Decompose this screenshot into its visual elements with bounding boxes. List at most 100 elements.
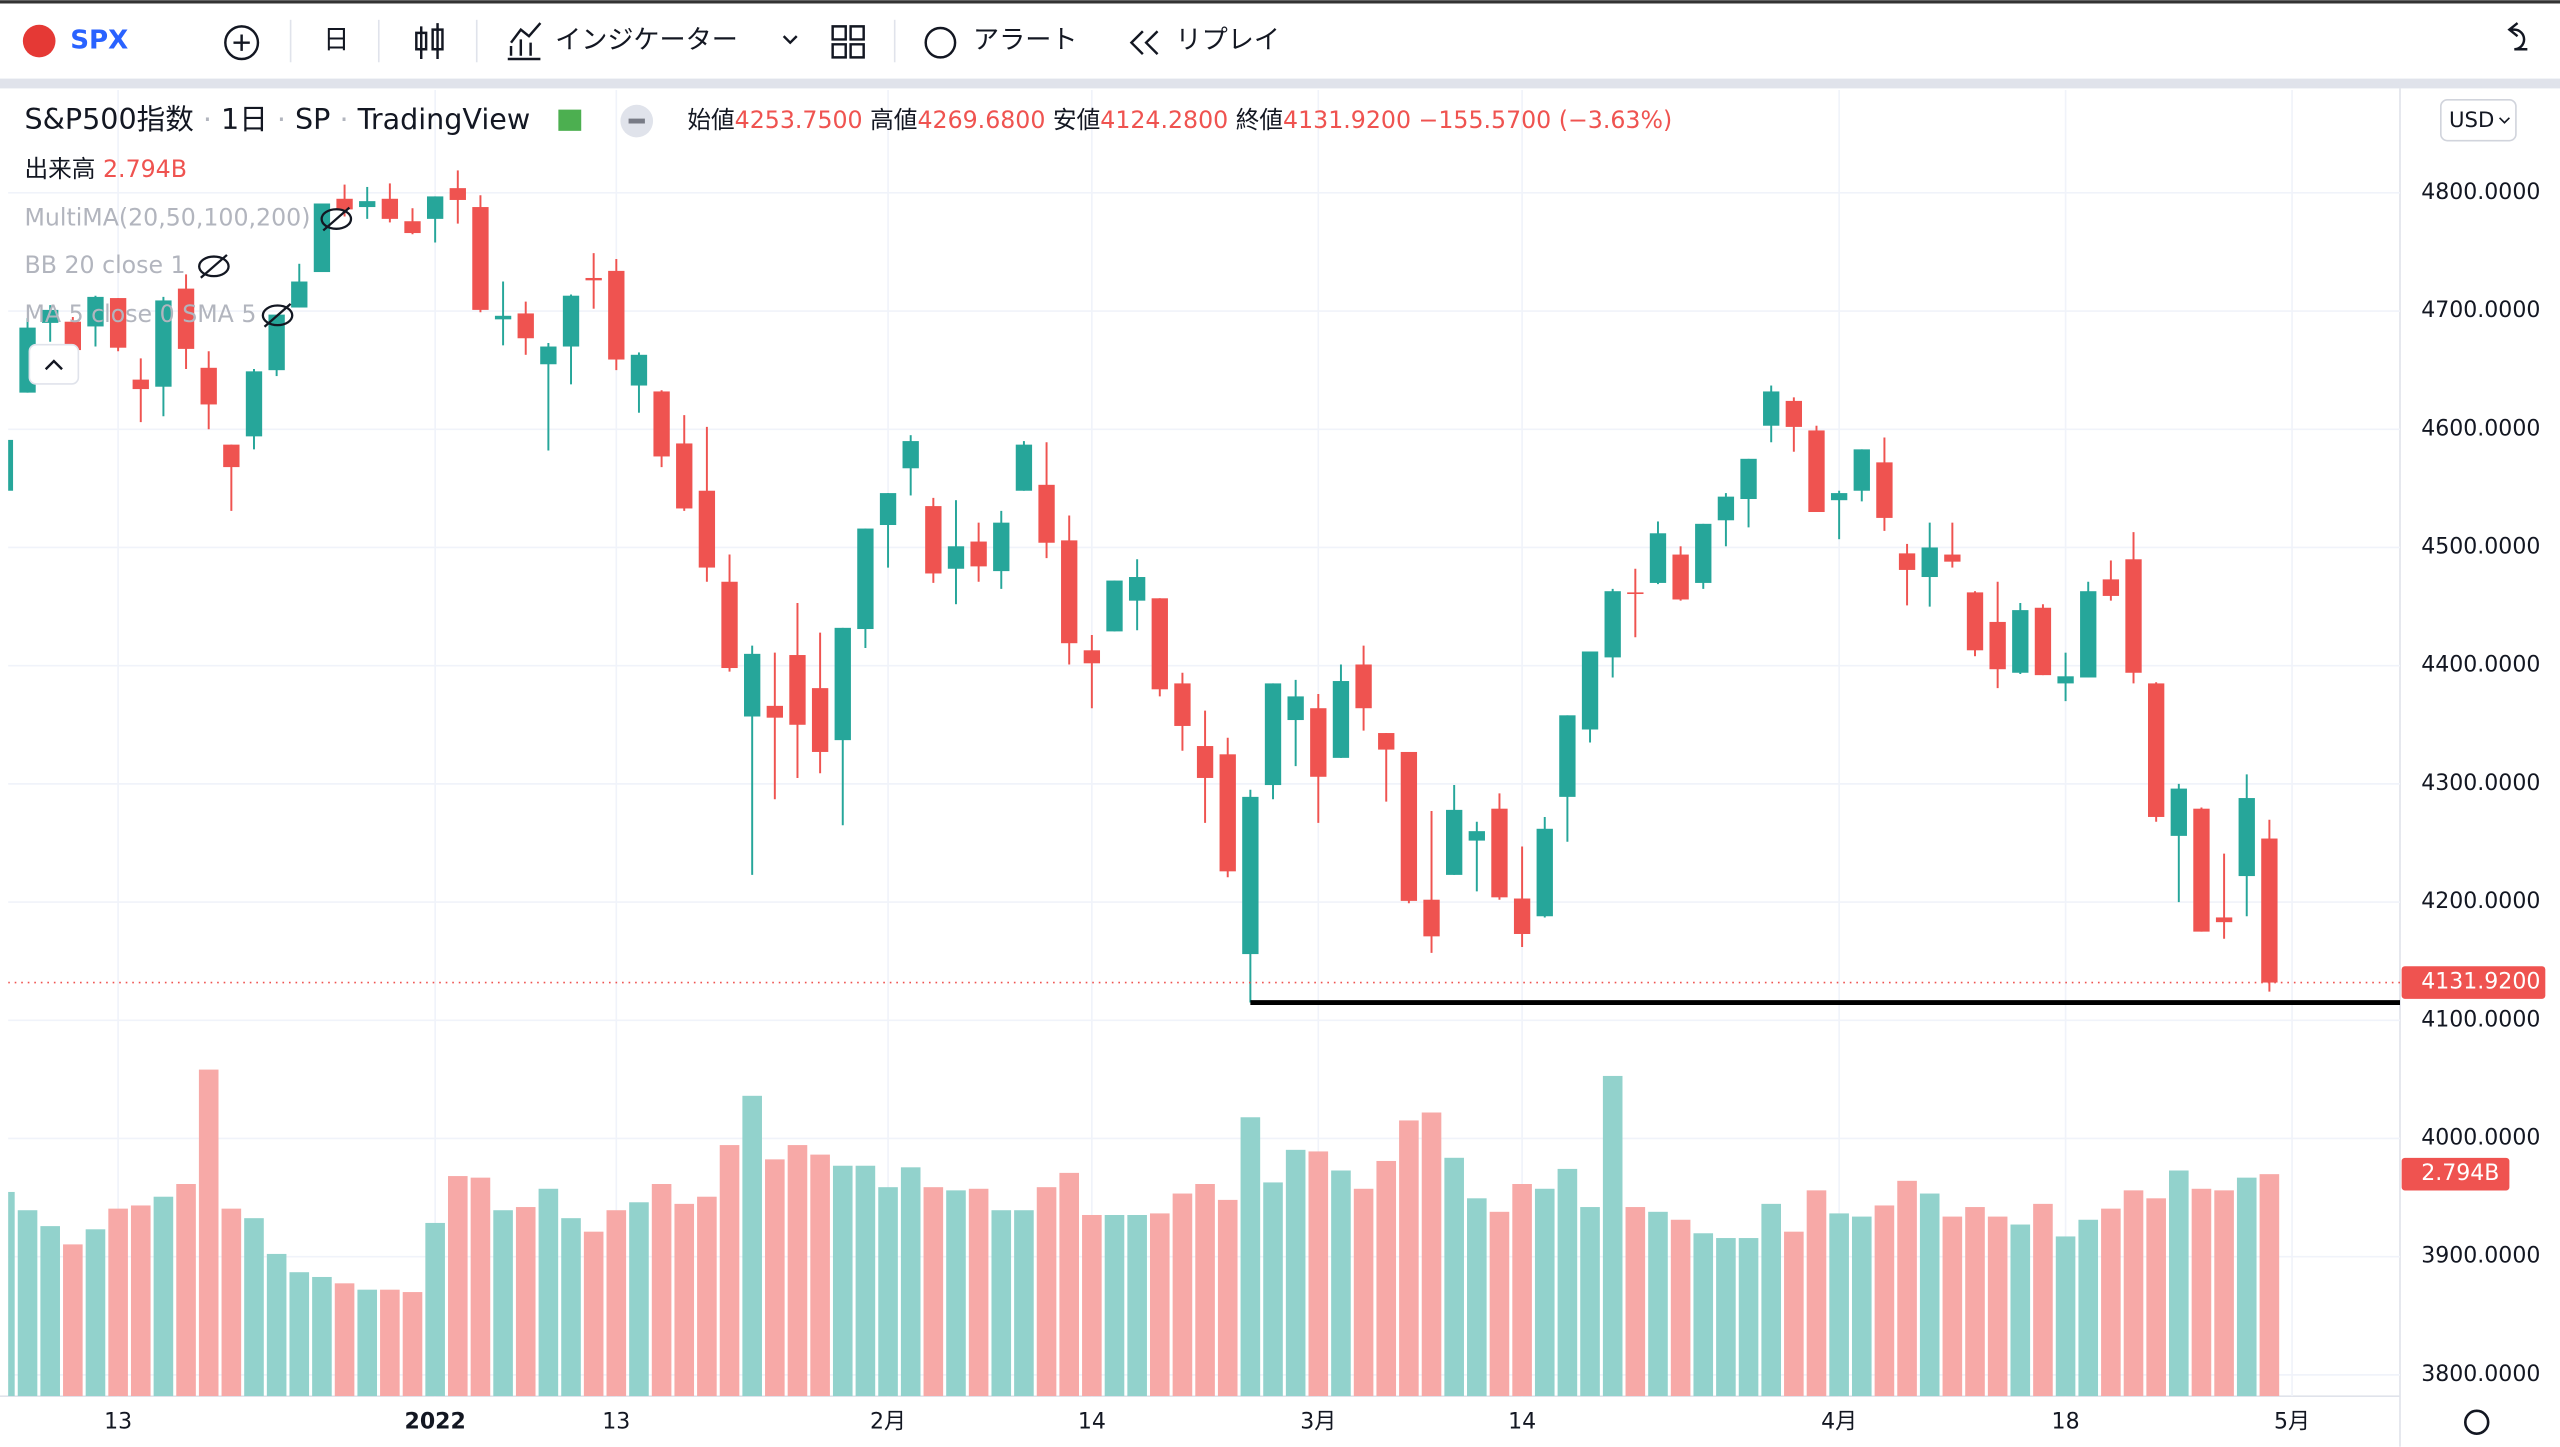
collapse-button[interactable] bbox=[28, 343, 80, 385]
candle-body bbox=[630, 354, 648, 386]
currency: USD bbox=[2449, 108, 2494, 133]
interval-button[interactable]: 日 bbox=[323, 26, 349, 56]
volume-bar bbox=[2078, 1219, 2099, 1397]
candle-body bbox=[562, 295, 580, 347]
volume-bar bbox=[108, 1208, 128, 1397]
chart-type-icon[interactable] bbox=[415, 23, 444, 60]
volume-bar bbox=[991, 1210, 1012, 1397]
candle-body bbox=[1763, 391, 1780, 426]
volume-tag-label: 2.794B bbox=[2421, 1161, 2499, 1186]
layout-icon[interactable] bbox=[831, 25, 865, 59]
y-tick-label: 3800.0000 bbox=[2421, 1362, 2540, 1387]
candle-body bbox=[947, 546, 965, 569]
volume-bar bbox=[266, 1253, 287, 1397]
candle-body bbox=[1695, 523, 1712, 583]
undo-icon[interactable] bbox=[2507, 22, 2528, 51]
ma-legend: MultiMA(20,50,100,200) bbox=[24, 204, 310, 232]
indicators-button[interactable]: インジケーター bbox=[555, 26, 738, 56]
volume-bar bbox=[629, 1202, 649, 1397]
x-tick-label: 4月 bbox=[1821, 1409, 1857, 1434]
volume-bar bbox=[244, 1218, 264, 1397]
volume-bar bbox=[923, 1187, 944, 1397]
x-tick-label: 2月 bbox=[870, 1409, 906, 1434]
candle-body bbox=[2034, 607, 2052, 676]
candle-body bbox=[313, 203, 331, 273]
volume-bar bbox=[1376, 1160, 1397, 1397]
settings-icon[interactable] bbox=[2464, 1409, 2490, 1436]
volume-bar bbox=[1308, 1151, 1329, 1397]
candle-body bbox=[2148, 683, 2165, 817]
candle-body bbox=[2080, 591, 2097, 678]
replay-button[interactable]: リプレイ bbox=[1176, 26, 1280, 56]
dropdown[interactable] bbox=[782, 35, 798, 45]
symbol[interactable]: SPX bbox=[70, 26, 128, 56]
candle-body bbox=[676, 443, 693, 509]
volume-bar bbox=[1534, 1188, 1555, 1397]
candle-body bbox=[1830, 493, 1848, 501]
volume-bar bbox=[1014, 1210, 1034, 1397]
candle-body bbox=[1015, 444, 1033, 491]
candle-body bbox=[8, 439, 14, 491]
volume-bar bbox=[674, 1203, 695, 1397]
volume-bar bbox=[1353, 1188, 1374, 1397]
volume-bar bbox=[1784, 1231, 1804, 1397]
candle-body bbox=[1717, 496, 1735, 521]
candle-body bbox=[1332, 681, 1350, 758]
volume-bar bbox=[1965, 1207, 1985, 1397]
candle-body bbox=[653, 391, 670, 457]
volume-bar bbox=[900, 1167, 921, 1397]
candle-body bbox=[1083, 650, 1101, 664]
volume-bar bbox=[2123, 1190, 2144, 1397]
volume-bar bbox=[1648, 1211, 1668, 1397]
volume-bar bbox=[425, 1222, 445, 1397]
y-tick-label: 3900.0000 bbox=[2421, 1244, 2540, 1269]
candle-body bbox=[177, 288, 195, 349]
volume-legend: 出来高 2.794B bbox=[24, 155, 186, 183]
volume-bar bbox=[448, 1176, 468, 1397]
volume-bar bbox=[1851, 1216, 1872, 1397]
bb-legend: BB 20 close 1 bbox=[24, 251, 185, 279]
volume-bar bbox=[1149, 1213, 1170, 1397]
candle-body bbox=[925, 506, 942, 574]
candle-body bbox=[1513, 898, 1531, 934]
alert-icon[interactable] bbox=[924, 26, 957, 59]
volume-tag bbox=[2401, 1157, 2510, 1191]
currency-button[interactable] bbox=[2440, 99, 2517, 142]
candle-body bbox=[1174, 683, 1191, 726]
volume-bar bbox=[2055, 1236, 2076, 1397]
candle-body bbox=[970, 541, 987, 567]
add-icon[interactable] bbox=[224, 25, 260, 61]
collapse-arrow bbox=[44, 359, 63, 371]
indicator-icon[interactable] bbox=[507, 22, 542, 61]
volume-bar bbox=[1602, 1075, 1623, 1397]
hidden-icon[interactable] bbox=[198, 255, 230, 278]
volume-bar bbox=[1195, 1184, 1215, 1397]
hidden-icon[interactable] bbox=[320, 208, 353, 230]
candle-body bbox=[64, 321, 81, 351]
candle-body bbox=[1242, 796, 1259, 955]
replay-icon[interactable] bbox=[1129, 30, 1159, 55]
candle-body bbox=[1151, 598, 1168, 690]
alert-button[interactable]: アラート bbox=[973, 26, 1077, 56]
hidden-icon[interactable] bbox=[261, 304, 294, 327]
volume-bar bbox=[697, 1196, 717, 1397]
add-plus bbox=[233, 34, 250, 51]
top-edge bbox=[0, 0, 2560, 4]
candle-body bbox=[200, 367, 217, 405]
volume-bar bbox=[1625, 1207, 1646, 1397]
candle-body bbox=[2238, 798, 2255, 877]
volume-bar bbox=[312, 1276, 332, 1397]
y-tick-label: 4700.0000 bbox=[2421, 298, 2540, 323]
volume-bar bbox=[1580, 1207, 1600, 1397]
volume-bar bbox=[2010, 1224, 2031, 1397]
x-tick-label: 14 bbox=[1078, 1409, 1106, 1434]
volume-bar bbox=[2146, 1198, 2166, 1397]
volume-bar bbox=[1104, 1214, 1125, 1397]
volume-bar bbox=[2033, 1203, 2053, 1397]
x-tick-label: 2022 bbox=[404, 1409, 465, 1434]
legend: S&P500指数 · 1日 · SP · TradingView 始値4253.… bbox=[24, 102, 1672, 385]
volume-bar bbox=[1127, 1214, 1147, 1397]
candle-body bbox=[404, 221, 421, 234]
